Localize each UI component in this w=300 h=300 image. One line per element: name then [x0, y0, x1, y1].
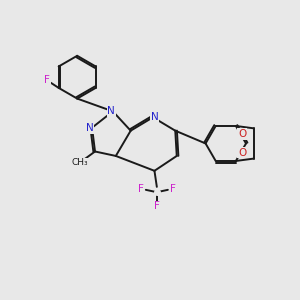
Text: F: F [44, 76, 50, 85]
Text: N: N [107, 106, 115, 116]
Text: N: N [151, 112, 158, 122]
Text: O: O [238, 148, 247, 158]
Text: F: F [170, 184, 176, 194]
Text: F: F [138, 184, 143, 194]
Text: O: O [238, 129, 247, 139]
Text: F: F [154, 202, 160, 212]
Text: N: N [86, 123, 94, 133]
Text: CH₃: CH₃ [71, 158, 88, 167]
